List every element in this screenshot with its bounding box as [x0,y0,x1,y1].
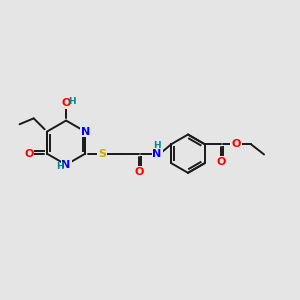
Text: H: H [153,141,161,150]
Text: O: O [134,167,143,177]
Text: N: N [81,127,90,136]
Text: O: O [24,149,33,159]
Text: H: H [68,97,76,106]
Text: N: N [152,149,162,159]
Text: S: S [98,149,106,159]
Text: O: O [231,139,241,149]
Text: O: O [61,98,71,108]
Text: N: N [61,160,71,170]
Text: O: O [216,158,225,167]
Text: H: H [56,162,63,171]
